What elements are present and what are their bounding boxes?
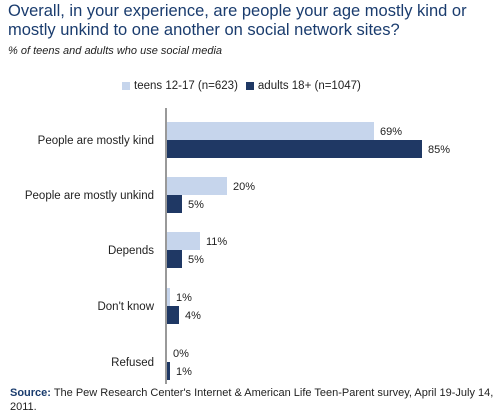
legend-label-teens: teens 12-17 (n=623): [134, 80, 238, 92]
data-label-adults-1: 5%: [188, 199, 204, 211]
bar-adults-2: [167, 250, 182, 268]
data-label-adults-4: 1%: [176, 366, 192, 378]
data-label-teens-0: 69%: [380, 126, 402, 138]
source-text: The Pew Research Center's Internet & Ame…: [10, 387, 494, 413]
data-label-adults-3: 4%: [185, 310, 201, 322]
chart-subtitle: % of teens and adults who use social med…: [8, 45, 223, 57]
bar-teens-0: [167, 122, 374, 140]
legend-item-teens: teens 12-17 (n=623): [122, 80, 238, 92]
legend-swatch-teens: [122, 82, 130, 90]
bar-teens-2: [167, 232, 200, 250]
data-label-teens-3: 1%: [176, 292, 192, 304]
legend-label-adults: adults 18+ (n=1047): [257, 80, 361, 92]
legend-item-adults: adults 18+ (n=1047): [245, 80, 361, 92]
chart-title: Overall, in your experience, are people …: [8, 2, 467, 39]
bar-adults-1: [167, 195, 182, 213]
bar-teens-1: [167, 177, 227, 195]
data-label-teens-1: 20%: [233, 181, 255, 193]
source-label: Source:: [10, 387, 51, 399]
bar-adults-0: [167, 140, 422, 158]
category-label-4: Refused: [111, 357, 154, 369]
data-label-adults-0: 85%: [428, 144, 450, 156]
source-note: Source: The Pew Research Center's Intern…: [10, 386, 498, 414]
category-label-3: Don't know: [97, 301, 154, 313]
category-label-0: People are mostly kind: [38, 135, 154, 147]
legend: teens 12-17 (n=623) adults 18+ (n=1047): [122, 80, 369, 92]
bar-teens-3: [167, 288, 170, 306]
data-label-teens-2: 11%: [206, 236, 227, 248]
category-label-2: Depends: [108, 245, 154, 257]
legend-swatch-adults: [245, 82, 254, 90]
bar-adults-3: [167, 306, 179, 324]
data-label-teens-4: 0%: [173, 348, 189, 360]
category-label-1: People are mostly unkind: [25, 190, 154, 202]
bar-adults-4: [167, 362, 170, 380]
data-label-adults-2: 5%: [188, 254, 204, 266]
